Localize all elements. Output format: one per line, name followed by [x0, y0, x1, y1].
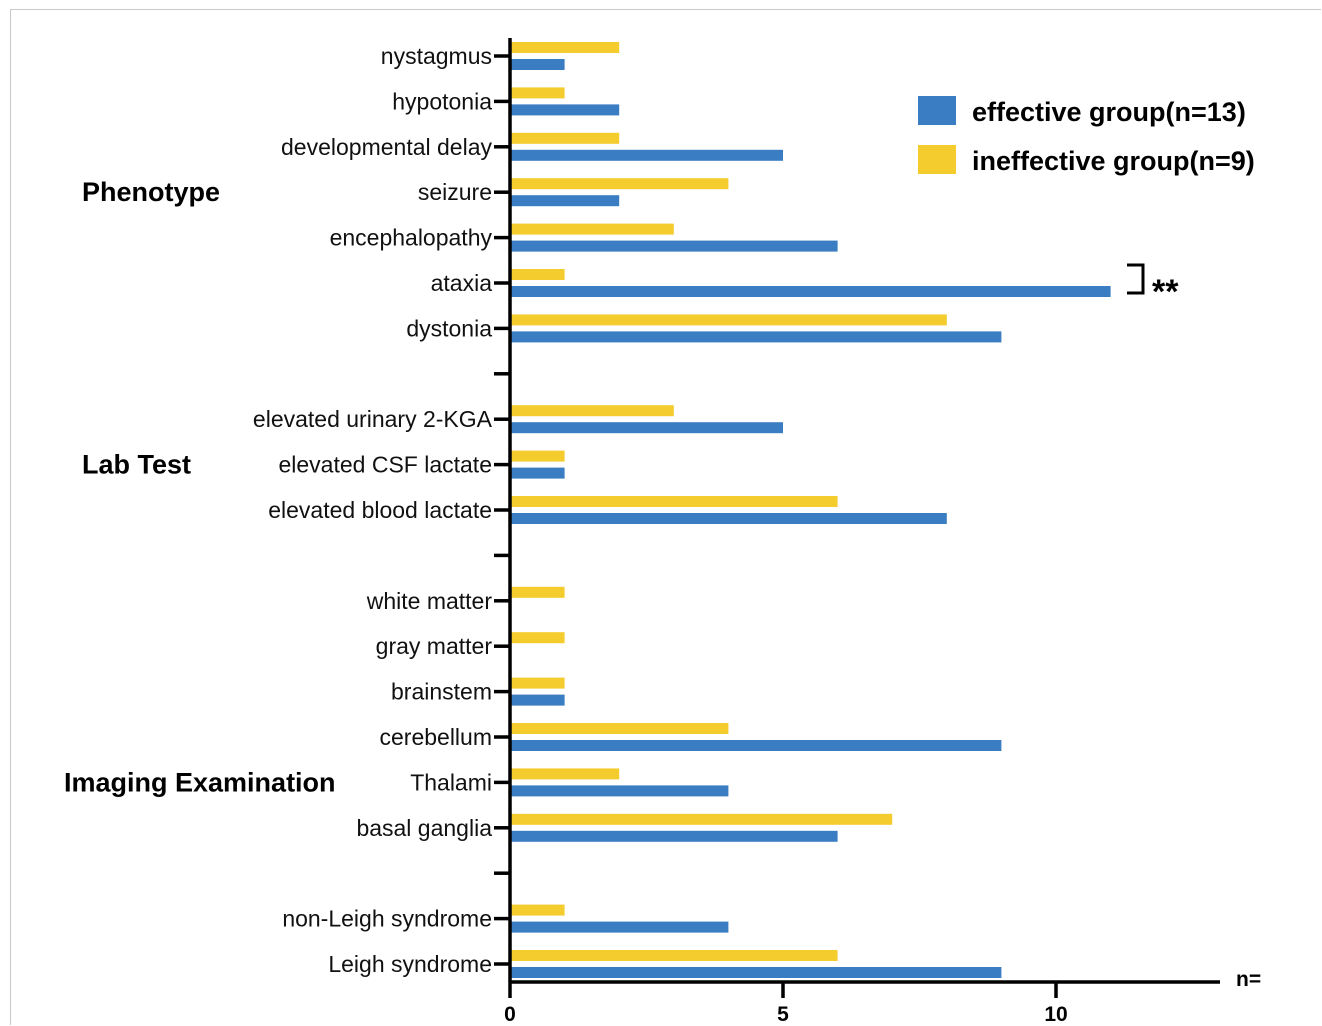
category-label-cerebellum: cerebellum	[380, 724, 493, 750]
bar-effective-seizure	[510, 195, 620, 207]
significance-bracket	[1127, 263, 1145, 295]
bar-effective-dystonia	[510, 331, 1002, 343]
x-axis-label: n=	[1236, 968, 1261, 991]
category-label-non-leigh-syndrome: non-Leigh syndrome	[282, 906, 492, 932]
category-label-elevated-blood-lactate: elevated blood lactate	[268, 497, 492, 523]
group-label-imaging-examination: Imaging Examination	[64, 767, 336, 797]
bar-effective-ataxia	[510, 286, 1111, 297]
bar-ineffective-nystagmus	[510, 42, 620, 53]
legend-label-effective: effective group(n=13)	[972, 97, 1246, 127]
bar-ineffective-seizure	[510, 178, 729, 190]
bar-ineffective-elevated-csf-lactate	[510, 450, 565, 462]
category-label-basal-ganglia: basal ganglia	[356, 815, 492, 841]
figure-frame	[10, 9, 1321, 1025]
bar-effective-encephalopathy	[510, 240, 838, 252]
bar-ineffective-hypotonia	[510, 87, 565, 99]
x-tick-label-0: 0	[504, 1003, 516, 1026]
bar-ineffective-gray-matter	[510, 632, 565, 644]
bar-ineffective-non-leigh-syndrome	[510, 904, 565, 916]
category-label-seizure: seizure	[418, 179, 492, 205]
bar-ineffective-brainstem	[510, 677, 565, 689]
axes-layer	[494, 38, 1220, 998]
bar-effective-developmental-delay	[510, 149, 783, 161]
group-label-phenotype: Phenotype	[82, 177, 220, 207]
category-label-leigh-syndrome: Leigh syndrome	[328, 951, 492, 977]
labels-layer: nystagmus hypotonia developmental delay sei…	[64, 43, 1261, 1026]
category-label-thalami: Thalami	[410, 769, 492, 795]
legend: effective group(n=13) ineffective group(n…	[918, 96, 1255, 176]
legend-swatch-ineffective	[918, 145, 956, 174]
bar-ineffective-dystonia	[510, 314, 947, 326]
bars-layer	[510, 42, 1111, 978]
category-label-elevated-csf-lactate: elevated CSF lactate	[278, 452, 492, 478]
bar-effective-nystagmus	[510, 59, 565, 70]
category-label-hypotonia: hypotonia	[392, 88, 492, 114]
category-label-gray-matter: gray matter	[376, 633, 493, 659]
category-label-dystonia: dystonia	[406, 315, 492, 341]
category-label-white-matter: white matter	[366, 588, 493, 614]
bar-effective-cerebellum	[510, 740, 1002, 751]
category-label-elevated-urinary-2-kga: elevated urinary 2-KGA	[253, 406, 493, 432]
x-tick-label-5: 5	[777, 1003, 789, 1026]
category-label-developmental-delay: developmental delay	[281, 134, 492, 160]
bar-effective-thalami	[510, 785, 729, 797]
significance-marker: **	[1152, 273, 1179, 311]
category-label-nystagmus: nystagmus	[381, 43, 492, 69]
bar-ineffective-cerebellum	[510, 723, 729, 734]
bar-ineffective-developmental-delay	[510, 132, 620, 144]
bar-ineffective-encephalopathy	[510, 223, 674, 235]
category-label-ataxia: ataxia	[431, 270, 493, 296]
legend-label-ineffective: ineffective group(n=9)	[972, 146, 1255, 176]
group-label-lab-test: Lab Test	[82, 450, 191, 480]
bar-ineffective-basal-ganglia	[510, 813, 893, 825]
bar-effective-brainstem	[510, 694, 565, 706]
bar-effective-basal-ganglia	[510, 830, 838, 842]
x-tick-label-10: 10	[1044, 1003, 1067, 1026]
bar-ineffective-leigh-syndrome	[510, 950, 838, 961]
bar-effective-elevated-urinary-2-kga	[510, 422, 783, 434]
bar-effective-leigh-syndrome	[510, 967, 1002, 978]
bar-effective-elevated-csf-lactate	[510, 467, 565, 479]
category-label-brainstem: brainstem	[391, 679, 492, 705]
bar-ineffective-elevated-urinary-2-kga	[510, 405, 674, 417]
bar-ineffective-white-matter	[510, 586, 565, 598]
category-label-encephalopathy: encephalopathy	[330, 225, 493, 251]
bar-ineffective-elevated-blood-lactate	[510, 496, 838, 507]
bar-effective-elevated-blood-lactate	[510, 513, 947, 524]
bar-ineffective-thalami	[510, 768, 620, 780]
bar-effective-non-leigh-syndrome	[510, 921, 729, 933]
legend-swatch-effective	[918, 96, 956, 125]
bar-effective-hypotonia	[510, 104, 620, 116]
bar-ineffective-ataxia	[510, 269, 565, 280]
